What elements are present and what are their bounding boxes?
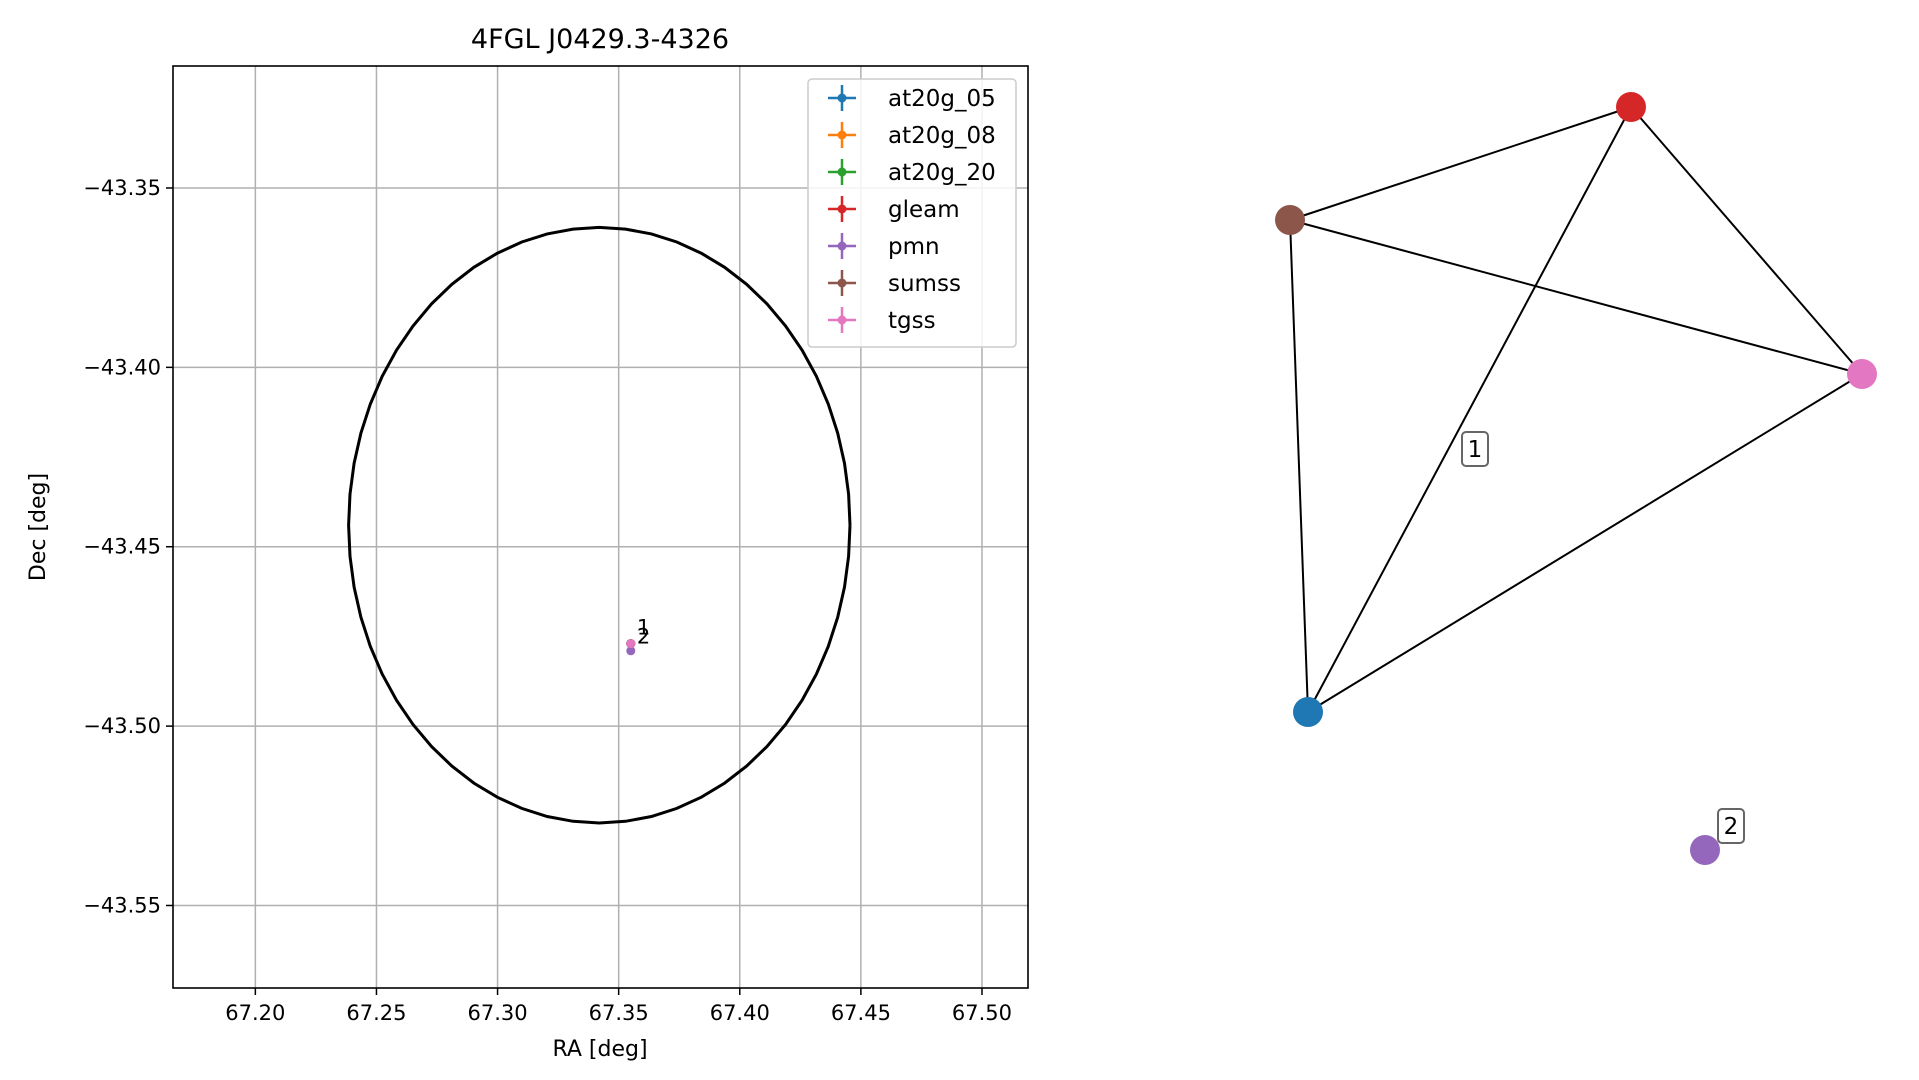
x-tick-label: 67.25 (346, 1001, 406, 1025)
x-tick-label: 67.35 (589, 1001, 649, 1025)
edge-tgss-at20g (1307, 373, 1863, 713)
node-pmn (1690, 835, 1720, 865)
x-tick-label: 67.40 (710, 1001, 770, 1025)
legend-marker-dot (837, 167, 847, 177)
component-label-text: 2 (1724, 814, 1739, 840)
node-gleam (1616, 92, 1646, 122)
point-annotation: 1 (637, 616, 650, 640)
x-tick-label: 67.30 (467, 1001, 527, 1025)
y-axis-label: Dec [deg] (26, 473, 51, 581)
node-tgss (1847, 359, 1877, 389)
legend-marker-dot (837, 315, 847, 325)
legend-entry-tgss: tgss (888, 308, 936, 334)
component-label-text: 1 (1468, 437, 1483, 463)
node-at20g (1293, 697, 1323, 727)
legend-marker-dot (837, 130, 847, 140)
edge-gleam-tgss (1630, 106, 1863, 375)
x-tick-label: 67.20 (225, 1001, 285, 1025)
network-panel: 12 (1275, 92, 1877, 865)
edge-gleam-at20g (1307, 106, 1632, 713)
node-sumss (1275, 205, 1305, 235)
point-annotation: 2 (637, 625, 650, 649)
legend-entry-at20g_05: at20g_05 (888, 86, 996, 112)
legend-entry-at20g_20: at20g_20 (888, 160, 996, 186)
ellipse-outline (347, 225, 852, 825)
chart-title: 4FGL J0429.3-4326 (471, 24, 729, 55)
point-tgss (626, 639, 636, 649)
edge-sumss-at20g (1289, 219, 1309, 713)
y-tick-label: −43.50 (83, 714, 161, 738)
legend-entry-pmn: pmn (888, 234, 940, 260)
legend-box (807, 78, 1017, 348)
component-label-box (1717, 808, 1745, 844)
data-points (626, 639, 636, 656)
error-ellipse (347, 225, 852, 825)
x-axis-ticks: 67.20 67.25 67.30 67.35 67.40 67.45 67.50 (225, 988, 1012, 1025)
component-label-box (1461, 431, 1489, 467)
y-tick-label: −43.45 (83, 535, 161, 559)
x-axis-label: RA [deg] (552, 1037, 647, 1062)
edge-sumss-gleam (1289, 106, 1632, 221)
plot-frame (172, 65, 1029, 989)
network-nodes (1275, 92, 1877, 865)
legend-marker-dot (837, 278, 847, 288)
legend-entry-sumss: sumss (888, 271, 961, 297)
legend-entry-at20g_08: at20g_08 (888, 123, 996, 149)
component-label: 1 (1461, 431, 1489, 467)
x-tick-label: 67.50 (952, 1001, 1012, 1025)
legend-marker-dot (837, 204, 847, 214)
y-tick-label: −43.35 (83, 176, 161, 200)
legend-marker-dot (837, 93, 847, 103)
x-tick-label: 67.45 (831, 1001, 891, 1025)
y-tick-label: −43.40 (83, 355, 161, 379)
legend-marker-dot (837, 241, 847, 251)
point-pmn (626, 646, 636, 656)
network-edges (1289, 106, 1863, 713)
component-label: 2 (1717, 808, 1745, 844)
legend-entry-gleam: gleam (888, 197, 960, 223)
network-labels: 12 (1461, 431, 1745, 844)
point-annotations: 12 (637, 616, 650, 649)
scatter-panel: 4FGL J0429.3-4326 12 67.20 67.25 67.30 67.3… (26, 24, 1029, 1062)
y-axis-ticks: −43.35 −43.40 −43.45 −43.50 −43.55 (83, 176, 173, 917)
y-tick-label: −43.55 (83, 893, 161, 917)
edge-sumss-tgss (1289, 219, 1863, 375)
